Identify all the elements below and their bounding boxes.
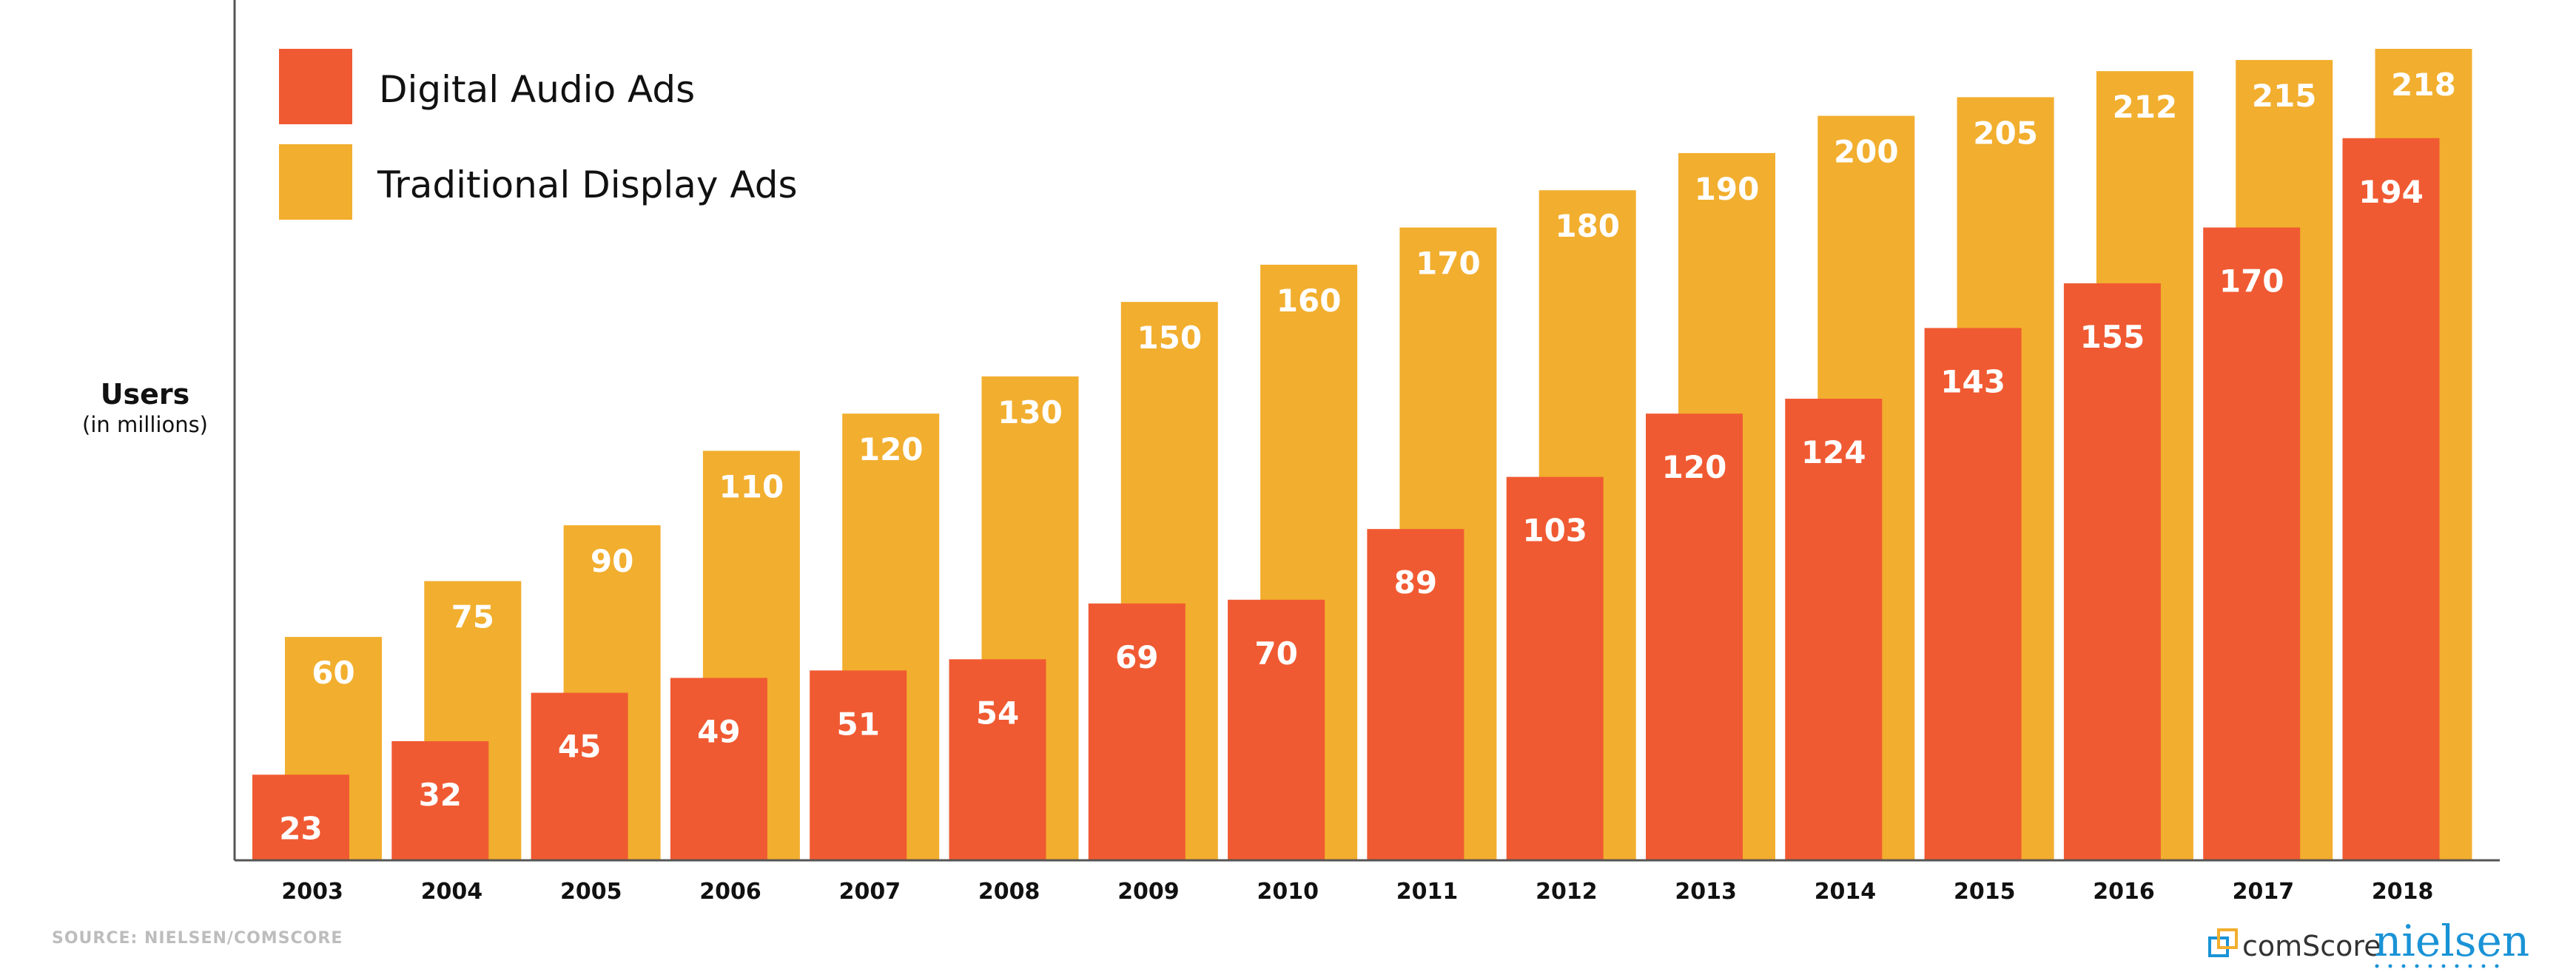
- bar-audio-2005: [531, 692, 628, 860]
- x-axis-tick-labels: 2003 2004 2005 2006 2007 2008 2009 2010 2011 2012…: [281, 879, 2433, 905]
- bar-label-audio-2007: 51: [836, 706, 879, 742]
- x-tick-2003: 2003: [281, 879, 343, 905]
- bar-audio-2012: [1506, 476, 1604, 860]
- y-axis-label: Users (in millions): [82, 378, 208, 437]
- x-tick-2004: 2004: [421, 879, 483, 905]
- bar-audio-2016: [2063, 283, 2161, 860]
- source-note: SOURCE: NIELSEN/COMSCORE: [52, 929, 343, 948]
- x-tick-2016: 2016: [2093, 879, 2155, 905]
- bar-label-audio-2017: 170: [2219, 263, 2284, 300]
- legend-swatch-audio: [279, 49, 352, 124]
- comscore-logo: comScore: [2208, 928, 2381, 962]
- x-tick-2005: 2005: [560, 879, 622, 905]
- x-tick-2017: 2017: [2233, 879, 2295, 905]
- bar-audio-2011: [1367, 529, 1464, 860]
- comscore-icon: [2208, 928, 2238, 957]
- x-tick-2008: 2008: [978, 879, 1040, 905]
- x-tick-2013: 2013: [1675, 879, 1737, 905]
- bar-label-display-2012: 180: [1555, 208, 1620, 244]
- bar-label-display-2013: 190: [1695, 171, 1760, 207]
- nielsen-dots: [2375, 964, 2499, 968]
- y-axis-title: Users: [101, 378, 190, 411]
- bar-label-display-2015: 205: [1973, 115, 2038, 151]
- x-tick-2010: 2010: [1257, 879, 1319, 905]
- legend-swatch-display: [279, 144, 352, 220]
- x-tick-2007: 2007: [839, 879, 901, 905]
- x-tick-2014: 2014: [1815, 879, 1877, 905]
- bar-label-audio-2009: 69: [1115, 639, 1158, 675]
- x-tick-2018: 2018: [2372, 879, 2434, 905]
- bar-label-audio-2012: 103: [1522, 513, 1587, 549]
- bar-label-audio-2014: 124: [1801, 434, 1866, 470]
- bar-label-display-2017: 215: [2252, 78, 2317, 114]
- bar-audio-2007: [810, 670, 907, 860]
- bar-label-audio-2013: 120: [1662, 449, 1727, 485]
- bar-audio-2004: [391, 740, 489, 860]
- bar-label-display-2006: 110: [719, 468, 784, 504]
- bar-label-audio-2004: 32: [419, 777, 462, 813]
- bar-label-audio-2016: 155: [2080, 319, 2145, 355]
- x-tick-2012: 2012: [1536, 879, 1598, 905]
- bar-audio-2018: [2342, 138, 2440, 861]
- bar-label-audio-2005: 45: [558, 729, 601, 765]
- bar-label-audio-2010: 70: [1254, 635, 1297, 672]
- bar-label-display-2014: 200: [1834, 134, 1899, 170]
- bar-label-display-2009: 150: [1137, 320, 1202, 356]
- nielsen-logo: nielsen: [2374, 916, 2529, 968]
- bar-audio-2003: [252, 774, 349, 860]
- bar-label-display-2008: 130: [998, 394, 1063, 431]
- bar-label-audio-2008: 54: [976, 695, 1019, 731]
- bar-label-display-2007: 120: [858, 431, 924, 468]
- y-axis-subtitle: (in millions): [82, 412, 208, 437]
- legend-label-display: Traditional Display Ads: [377, 163, 798, 206]
- x-tick-2009: 2009: [1117, 879, 1180, 905]
- comscore-wordmark: comScore: [2242, 930, 2381, 962]
- bar-label-audio-2011: 89: [1394, 564, 1437, 601]
- bar-audio-2013: [1646, 414, 1743, 860]
- bar-label-display-2004: 75: [451, 599, 494, 635]
- bar-audio-2008: [949, 659, 1046, 860]
- x-tick-2011: 2011: [1396, 879, 1459, 905]
- bar-label-display-2003: 60: [312, 655, 354, 691]
- bar-label-display-2011: 170: [1416, 246, 1481, 282]
- bar-label-display-2005: 90: [591, 543, 633, 579]
- bar-audio-2017: [2203, 227, 2301, 861]
- bar-audio-2010: [1228, 599, 1325, 860]
- bar-label-audio-2003: 23: [279, 810, 322, 846]
- bar-label-audio-2006: 49: [697, 713, 740, 749]
- bar-label-display-2016: 212: [2113, 89, 2178, 125]
- legend-label-audio: Digital Audio Ads: [379, 68, 695, 111]
- x-tick-2006: 2006: [699, 879, 761, 905]
- legend: Digital Audio Ads Traditional Display Ad…: [279, 49, 798, 220]
- nielsen-wordmark: nielsen: [2374, 916, 2529, 966]
- bar-audio-2015: [1924, 328, 2022, 860]
- x-tick-2015: 2015: [1954, 879, 2016, 905]
- bar-audio-2009: [1088, 603, 1186, 860]
- bar-audio-2014: [1785, 399, 1883, 860]
- bar-label-display-2010: 160: [1277, 283, 1342, 319]
- bar-label-audio-2015: 143: [1940, 363, 2005, 399]
- bar-audio-2006: [670, 678, 767, 860]
- bar-value-labels: 60 23 75 32 90 45 110 49 120 51 130 54 150 69 160 70 170…: [279, 67, 2456, 846]
- bar-label-audio-2018: 194: [2358, 174, 2424, 210]
- audio-ads-bars: [252, 138, 2440, 861]
- bar-label-display-2018: 218: [2391, 67, 2456, 103]
